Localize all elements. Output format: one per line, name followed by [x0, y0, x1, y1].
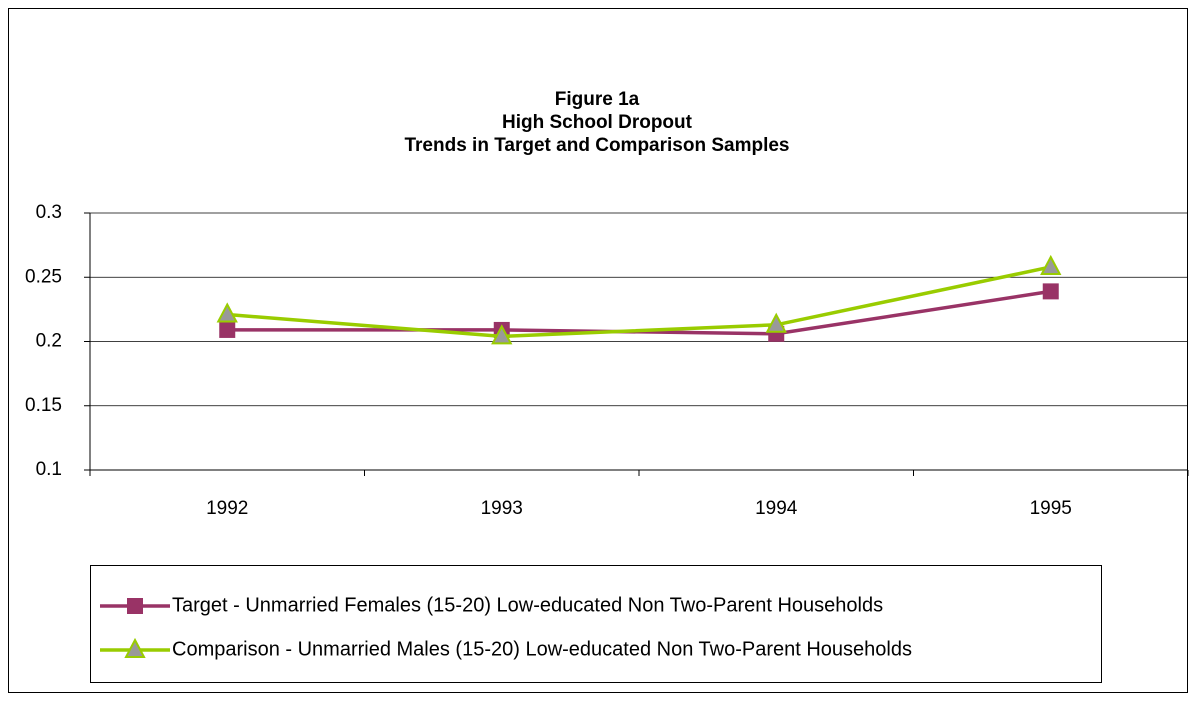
legend-label: Comparison - Unmarried Males (15-20) Low…: [172, 638, 912, 660]
x-tick-label: 1995: [1030, 498, 1072, 519]
y-tick-label: 0.25: [25, 266, 62, 287]
x-tick-label: 1993: [481, 498, 523, 519]
chart-title: Figure 1a: [555, 89, 640, 110]
legend-box: [90, 565, 1102, 683]
y-tick-label: 0.15: [25, 395, 62, 416]
data-point: [1042, 283, 1059, 300]
chart-title: High School Dropout: [502, 112, 693, 133]
data-point: [219, 321, 236, 338]
data-point: [765, 312, 787, 333]
y-tick-label: 0.1: [36, 459, 62, 480]
series-line: [227, 265, 1052, 339]
data-point: [1040, 254, 1062, 275]
y-tick-label: 0.2: [36, 331, 62, 352]
x-tick-label: 1994: [755, 498, 798, 519]
legend-label: Target - Unmarried Females (15-20) Low-e…: [172, 594, 883, 616]
data-point: [491, 324, 513, 345]
y-tick-label: 0.3: [36, 202, 62, 223]
x-tick-label: 1992: [206, 498, 248, 519]
data-point: [216, 302, 238, 323]
legend-marker: [124, 637, 146, 658]
legend-marker: [127, 598, 143, 614]
chart-title: Trends in Target and Comparison Samples: [404, 135, 789, 156]
